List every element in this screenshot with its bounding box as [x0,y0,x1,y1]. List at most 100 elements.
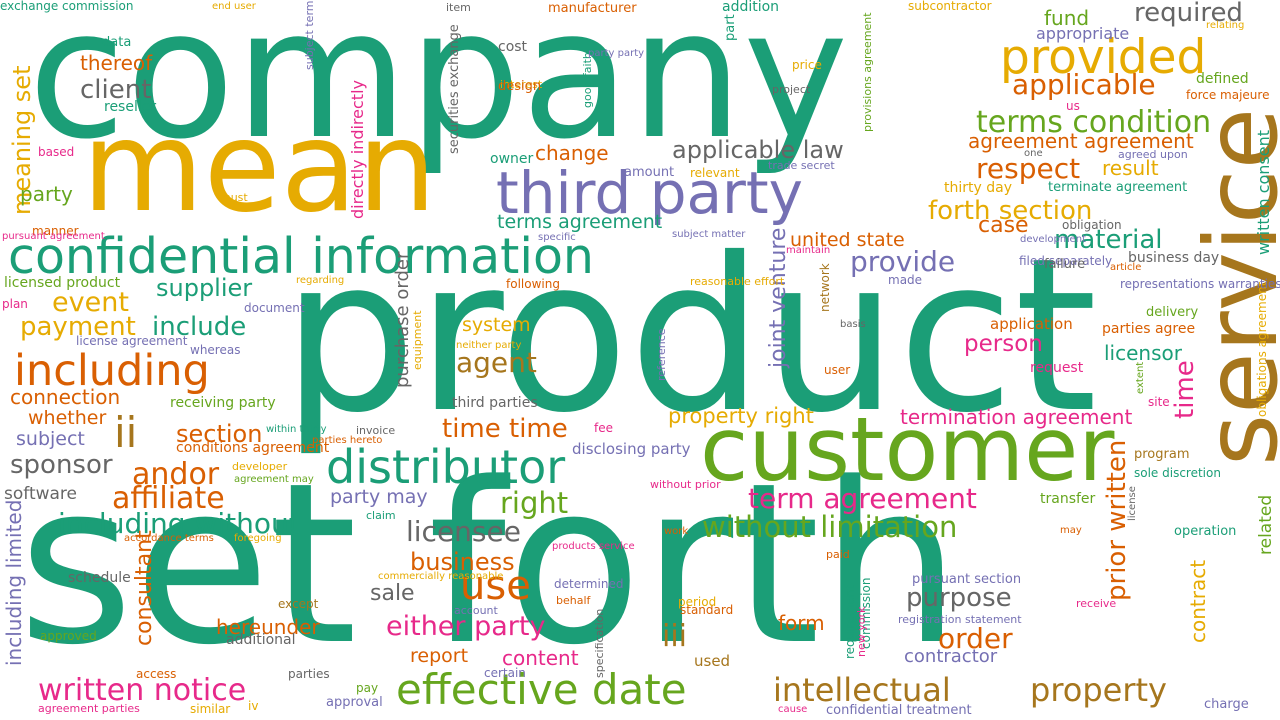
word-subcontractor: subcontractor [908,0,992,13]
word-good-faith: good faith [581,52,594,108]
word-contractor: contractor [904,646,998,667]
word-price: price [792,58,822,72]
word-conditions-agreement: conditions agreement [176,440,330,456]
word-request: request [1030,360,1084,376]
word-subject: subject [16,428,85,450]
word-party: party [20,182,73,206]
word-include: include [152,312,247,342]
word-provisions-agreement: provisions agreement [861,12,874,132]
word-basis: basis [840,319,866,330]
word-result: result [1102,156,1159,180]
word-time: time [1170,360,1200,419]
word-company: company [28,0,849,178]
word-mean: mean [82,95,437,240]
word-products-service: products service [552,541,635,552]
word-material: material [1054,225,1163,255]
word-change: change [535,141,609,165]
word-third-party: third party [496,159,803,227]
word-plan: plan [2,297,28,311]
word-applicable-law: applicable law [672,136,844,164]
word-behalf: behalf [556,594,591,607]
word-extent: extent [1135,362,1146,395]
word-parties: parties [288,667,330,681]
word-one: one [1024,148,1043,159]
word-claim: claim [366,509,396,522]
word-access: access [136,667,177,681]
word-including: including [14,346,210,396]
word-specification: specification [593,609,606,679]
word-defined: defined [1196,71,1249,87]
word-transfer: transfer [1040,491,1096,507]
word-design: design [498,79,542,94]
word-without-limitation: without limitation [702,510,958,544]
word-united-state: united state [790,229,905,251]
word-additional: additional [226,632,296,648]
word-amount: amount [624,165,675,180]
word-invoice: invoice [356,424,396,437]
word-receive: receive [1076,597,1117,610]
word-agreed-upon: agreed upon [1118,148,1188,161]
word-exchange-commission: exchange commission [0,0,134,13]
word-business-day: business day [1128,250,1220,266]
word-equipment: equipment [411,310,424,370]
word-agreement-parties: agreement parties [38,702,140,715]
word-property-right: property right [668,404,814,428]
word-addition: addition [722,0,780,15]
word-required: required [1134,0,1243,28]
word-subject-matter: subject matter [672,229,746,240]
word-network: network [818,263,832,312]
word-license: license [1127,486,1138,521]
word-commercially-reasonable: commercially reasonable [378,571,504,582]
word-fee: fee [594,421,613,435]
word-accordance-terms: accordance terms [124,533,214,544]
word-receiving-party: receiving party [170,395,276,411]
word-sale: sale [370,581,415,606]
word-following: following [506,277,560,291]
word-terms-agreement: terms agreement [497,211,663,233]
word-license-agreement: license agreement [76,334,188,348]
word-ii: ii [114,408,138,457]
word-foregoing: foregoing [234,533,282,544]
word-reasonable-effort: reasonable effort [690,275,785,288]
word-affiliate: affiliate [112,481,225,516]
word-may: may [1060,525,1082,536]
word-manner: manner [32,224,79,238]
word-party-may: party may [330,486,428,508]
word-neither-party: neither party [456,340,522,351]
word-obligations-agreement: obligations agreement [1255,282,1269,418]
word-related: related [1256,495,1276,556]
word-provided: provided [1000,30,1207,85]
word-event: event [52,287,129,318]
word-connection: connection [10,385,121,409]
word-specific: specific [538,232,576,243]
word-term-agreement: term agreement [748,482,977,515]
word-whether: whether [28,407,107,429]
word-except: except [278,597,319,611]
word-system: system [462,314,531,336]
word-forth-section: forth section [928,196,1093,226]
word-business: business [410,548,515,576]
word-within-thirty: within thirty [266,424,327,435]
word-operation: operation [1174,524,1237,539]
word-andor: andor [132,457,220,492]
word-cause: cause [778,704,808,715]
word-paid: paid [826,548,850,561]
word-work: work [664,526,689,537]
word-document: document [244,301,305,315]
word-whereas: whereas [190,343,241,357]
word-agent: agent [456,346,537,379]
word-agreement-agreement: agreement agreement [968,129,1194,153]
word-contract: contract [1186,560,1210,644]
word-written-consent: written consent [1254,130,1273,256]
word-terms-condition: terms condition [976,105,1212,140]
word-subject-term: subject term [303,0,316,70]
word-determined: determined [554,577,624,591]
word-based: based [38,145,75,159]
word-confidential-treatment: confidential treatment [826,703,972,718]
word-similar: similar [190,702,231,716]
word-article: article [1110,262,1142,273]
word-pursuant-section: pursuant section [912,572,1022,587]
word-fund: fund [1044,6,1090,30]
word-distributor: distributor [326,440,566,494]
